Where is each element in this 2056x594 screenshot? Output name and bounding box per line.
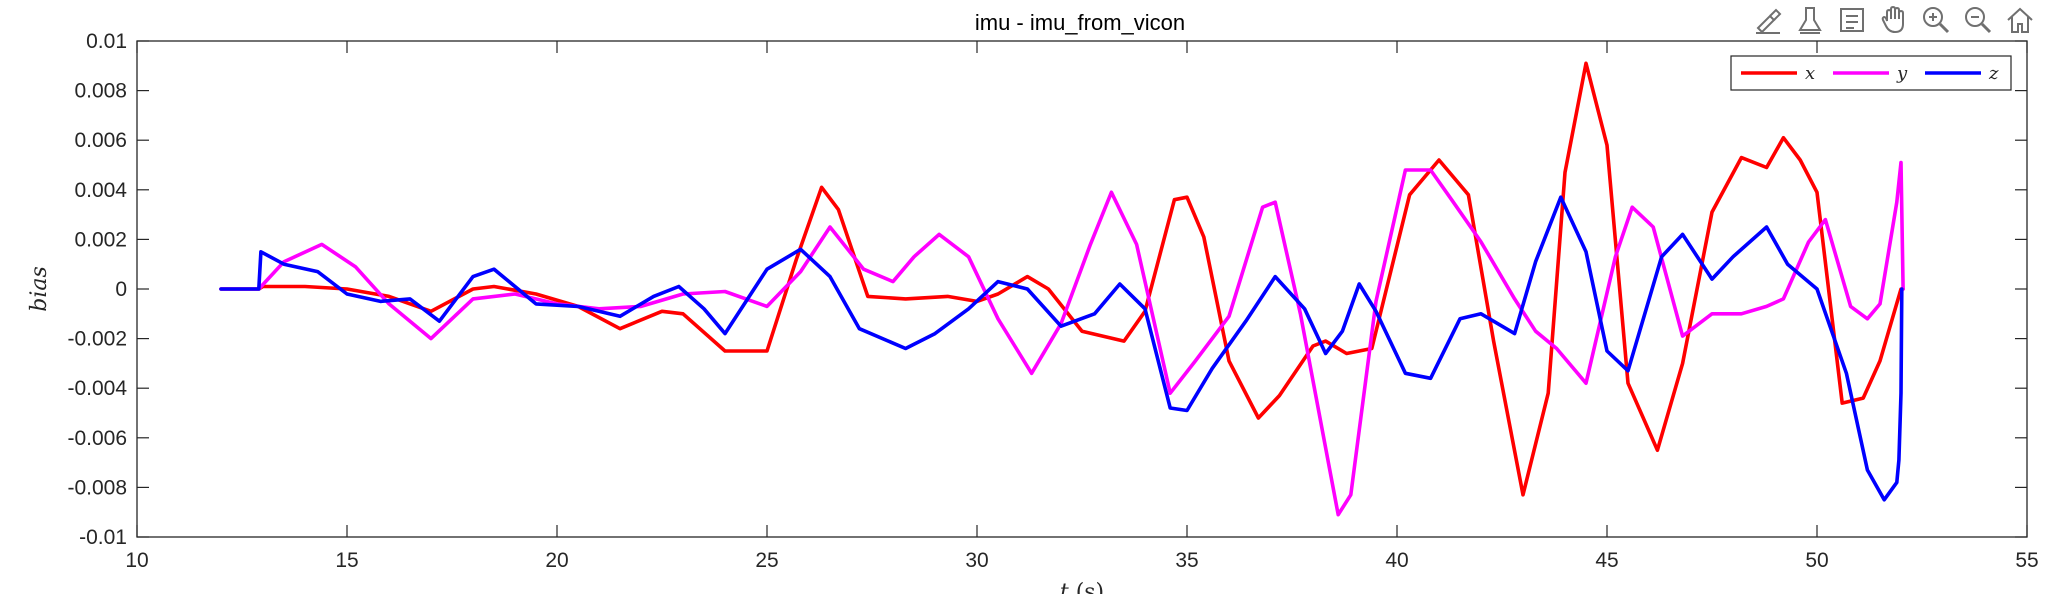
- axes-box: [136, 40, 2028, 538]
- zoom-in-icon[interactable]: [1918, 2, 1954, 38]
- y-tick-label: -0.004: [67, 377, 127, 400]
- x-axis-label: t (s): [1060, 580, 1104, 594]
- zoom-out-icon[interactable]: [1960, 2, 1996, 38]
- legend-toggle-icon[interactable]: [1834, 2, 1870, 38]
- y-tick-label: 0.004: [74, 179, 127, 202]
- y-tick-label: -0.008: [67, 476, 127, 499]
- x-tick-label: 30: [965, 549, 988, 572]
- series-line-z: [219, 195, 1904, 502]
- series-line-y: [219, 160, 1905, 517]
- x-tick-label: 45: [1595, 549, 1618, 572]
- x-tick-label: 10: [125, 549, 148, 572]
- y-tick-label: -0.006: [67, 427, 127, 450]
- x-tick-label: 35: [1175, 549, 1198, 572]
- figure-toolbar: [1750, 2, 2038, 38]
- y-axis-label: bias: [27, 266, 52, 312]
- y-tick-label: 0.01: [86, 30, 127, 53]
- x-tick-label: 55: [2015, 549, 2038, 572]
- axes-background: [137, 41, 2027, 537]
- pan-hand-icon[interactable]: [1876, 2, 1912, 38]
- y-tick-label: 0.008: [74, 80, 127, 103]
- legend[interactable]: x y z: [1730, 55, 2012, 91]
- home-icon[interactable]: [2002, 2, 2038, 38]
- x-tick-label: 40: [1385, 549, 1408, 572]
- y-tick-label: -0.01: [79, 526, 127, 549]
- legend-label-z: z: [1988, 63, 1999, 84]
- series-layer: [219, 61, 1905, 517]
- series-line-x: [219, 61, 1905, 497]
- y-tick-label: 0.006: [74, 129, 127, 152]
- x-axis-label-text: t (s): [1060, 580, 1104, 594]
- x-tick-label: 25: [755, 549, 778, 572]
- data-tips-icon[interactable]: [1792, 2, 1828, 38]
- y-tick-label: 0.002: [74, 228, 127, 251]
- x-tick-label: 15: [335, 549, 358, 572]
- brush-icon[interactable]: [1750, 2, 1786, 38]
- x-tick-label: 20: [545, 549, 568, 572]
- y-tick-label: 0: [115, 278, 127, 301]
- y-tick-label: -0.002: [67, 328, 127, 351]
- ticks-layer: 10 15 20 25 30 35 40 45 50 55 -0.01 -0.008 -0.006 -0.…: [67, 30, 2038, 572]
- legend-label-x: x: [1805, 63, 1815, 84]
- y-axis-label-text: bias: [27, 266, 52, 312]
- legend-label-y: y: [1896, 63, 1908, 84]
- x-tick-label: 50: [1805, 549, 1828, 572]
- chart-title: imu - imu_from_vicon: [975, 10, 1185, 35]
